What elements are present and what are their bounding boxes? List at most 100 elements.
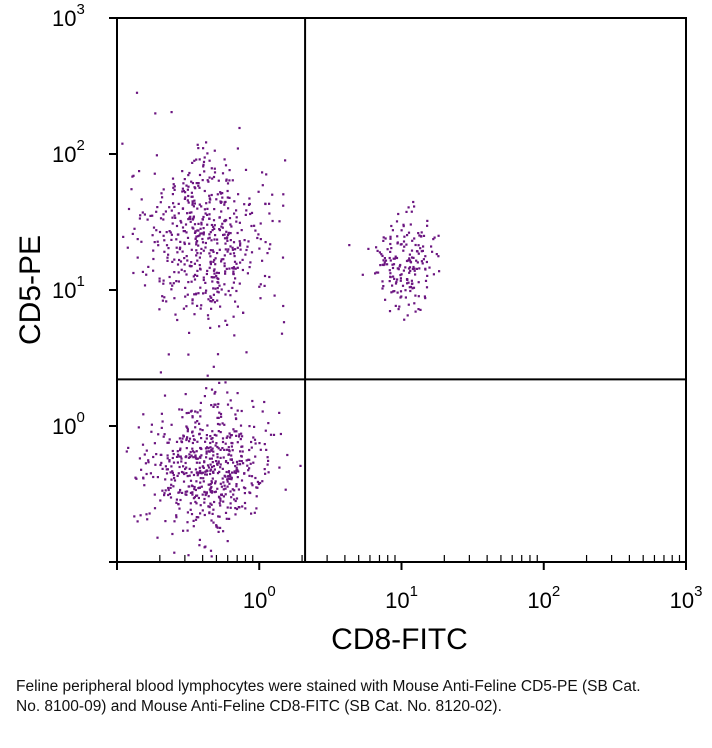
- data-point: [389, 235, 392, 238]
- data-point: [230, 476, 233, 479]
- data-point: [402, 269, 405, 272]
- data-point: [241, 435, 244, 438]
- data-point: [231, 248, 234, 251]
- data-point: [222, 456, 225, 459]
- data-point: [239, 450, 242, 453]
- data-point: [210, 388, 214, 391]
- data-point: [212, 260, 215, 263]
- data-point: [185, 472, 188, 475]
- data-point: [130, 188, 133, 191]
- y-axis-title: CD5-PE: [14, 235, 47, 345]
- data-point: [183, 270, 186, 273]
- data-point: [211, 461, 214, 464]
- data-point: [221, 222, 224, 225]
- data-point: [232, 428, 235, 431]
- data-point: [409, 289, 412, 293]
- data-point: [401, 284, 405, 287]
- data-point: [392, 290, 395, 293]
- data-point: [409, 260, 412, 263]
- data-point: [415, 267, 418, 270]
- data-point: [204, 493, 207, 497]
- data-point: [176, 251, 179, 254]
- data-point: [215, 271, 218, 274]
- data-point: [204, 246, 207, 249]
- data-point: [235, 289, 238, 293]
- data-point: [184, 196, 187, 199]
- data-point: [403, 235, 406, 238]
- data-point: [205, 272, 208, 276]
- data-point: [217, 416, 220, 419]
- data-point: [188, 467, 191, 470]
- data-point: [400, 229, 403, 232]
- data-point: [407, 231, 411, 234]
- data-point: [211, 490, 214, 493]
- data-point: [417, 281, 420, 284]
- data-point: [202, 292, 205, 295]
- data-point: [229, 232, 232, 235]
- y-tick-label: 102: [52, 137, 85, 167]
- data-point: [207, 447, 210, 450]
- data-point: [226, 403, 230, 406]
- data-point: [414, 273, 417, 276]
- data-point: [392, 275, 395, 278]
- data-point: [196, 274, 199, 277]
- data-point: [221, 192, 224, 195]
- data-point: [179, 260, 183, 263]
- data-point: [121, 142, 124, 145]
- data-point: [229, 399, 232, 402]
- data-point: [205, 202, 208, 205]
- data-point: [208, 266, 211, 269]
- data-point: [208, 233, 211, 236]
- data-point: [191, 298, 194, 301]
- data-point: [193, 202, 196, 205]
- data-point: [187, 554, 190, 557]
- data-point: [186, 475, 189, 478]
- data-point: [200, 304, 203, 307]
- data-point: [397, 308, 400, 311]
- data-point: [218, 502, 221, 505]
- y-tick-label: 103: [52, 1, 85, 31]
- tick-exponent: 0: [267, 583, 275, 600]
- data-point: [187, 456, 190, 459]
- data-point: [198, 486, 201, 489]
- data-point: [223, 262, 226, 265]
- data-point: [198, 173, 202, 177]
- data-point: [400, 243, 403, 246]
- data-point: [160, 426, 163, 429]
- data-point: [212, 225, 215, 229]
- data-point: [195, 254, 198, 257]
- data-point: [233, 200, 236, 203]
- data-point: [227, 475, 230, 478]
- data-point: [390, 247, 393, 250]
- data-point: [374, 272, 377, 275]
- data-point: [249, 261, 252, 264]
- data-point: [186, 293, 189, 296]
- data-point: [191, 226, 194, 229]
- data-point: [413, 205, 416, 208]
- data-point: [282, 204, 285, 207]
- data-point: [193, 231, 197, 234]
- data-point: [259, 222, 262, 225]
- data-point: [234, 248, 237, 251]
- data-point: [198, 432, 201, 435]
- data-point: [223, 233, 226, 236]
- data-point: [253, 224, 256, 227]
- data-point: [202, 480, 205, 483]
- data-point: [170, 478, 173, 481]
- data-point: [212, 454, 215, 457]
- data-point: [250, 440, 253, 444]
- data-point: [396, 241, 399, 244]
- data-point: [259, 448, 262, 451]
- data-point: [213, 258, 216, 262]
- data-point: [233, 498, 236, 501]
- data-point: [395, 280, 398, 283]
- data-point: [185, 255, 188, 258]
- data-point: [224, 248, 227, 251]
- data-point: [182, 465, 185, 468]
- data-point: [223, 254, 226, 257]
- data-point: [242, 486, 246, 489]
- data-point: [220, 260, 223, 263]
- data-point: [224, 511, 228, 514]
- data-point: [150, 430, 153, 433]
- data-point: [202, 227, 205, 230]
